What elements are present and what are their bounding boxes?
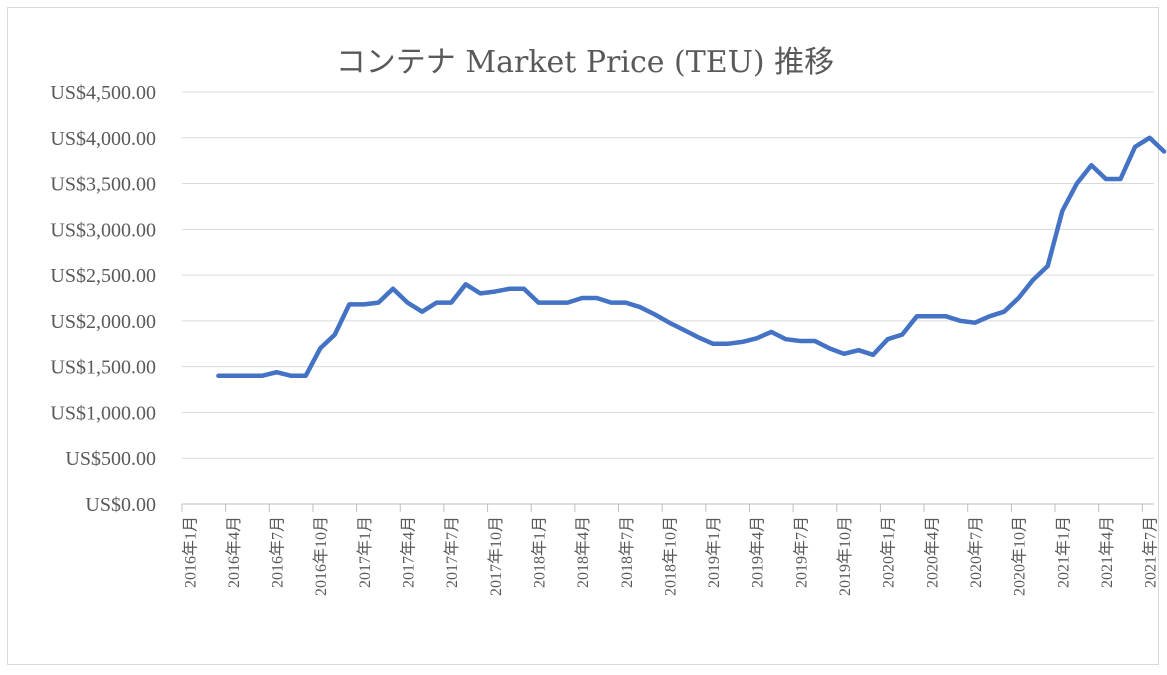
x-tick-label: 2017年1月 [356,516,374,588]
x-tick-label: 2019年10月 [836,516,854,596]
x-tick-label: 2017年10月 [487,516,505,596]
x-tick-label: 2018年7月 [618,516,636,588]
y-tick-label: US$1,000.00 [50,402,156,424]
x-tick-label: 2019年4月 [749,516,767,588]
x-tick-label: 2017年7月 [443,516,461,588]
chart-title: コンテナ Market Price (TEU) 推移 [336,45,834,80]
y-tick-label: US$500.00 [65,448,156,470]
x-tick-label: 2021年7月 [1142,516,1160,588]
y-tick-label: US$1,500.00 [50,357,156,379]
x-tick-label: 2016年7月 [269,516,287,588]
y-tick-label: US$3,500.00 [50,174,156,196]
x-tick-label: 2020年1月 [880,516,898,588]
x-tick-label: 2017年4月 [400,516,418,588]
x-tick-label: 2020年10月 [1011,516,1029,596]
y-tick-label: US$2,500.00 [50,265,156,287]
x-tick-label: 2020年7月 [967,516,985,588]
x-tick-label: 2021年1月 [1054,516,1072,588]
x-tick-label: 2020年4月 [923,516,941,588]
y-tick-label: US$0.00 [85,494,156,516]
x-tick-label: 2016年4月 [225,516,243,588]
y-tick-label: US$2,000.00 [50,311,156,333]
x-tick-label: 2018年4月 [574,516,592,588]
gridlines [182,91,1154,459]
x-tick-label: 2016年10月 [312,516,330,596]
y-axis-ticks: US$0.00 US$500.00 US$1,000.00 US$1,500.00 US… [50,82,156,516]
x-tick-label: 2018年1月 [531,516,549,588]
x-tick-label: 2021年4月 [1098,516,1116,588]
chart-frame [7,7,1159,665]
x-axis [181,503,1154,512]
x-axis-ticks: 2016年1月 2016年4月 2016年7月 2016年10月 2017年1月 2017… [181,516,1159,596]
y-tick-label: US$4,000.00 [50,128,156,150]
x-tick-label: 2019年7月 [792,516,810,588]
y-tick-label: US$4,500.00 [50,82,156,104]
x-tick-label: 2019年1月 [705,516,723,588]
y-tick-label: US$3,000.00 [50,219,156,241]
x-tick-label: 2018年10月 [661,516,679,596]
series-layer [216,135,1167,379]
x-tick-label: 2016年1月 [181,516,199,588]
series-line [216,135,1167,379]
